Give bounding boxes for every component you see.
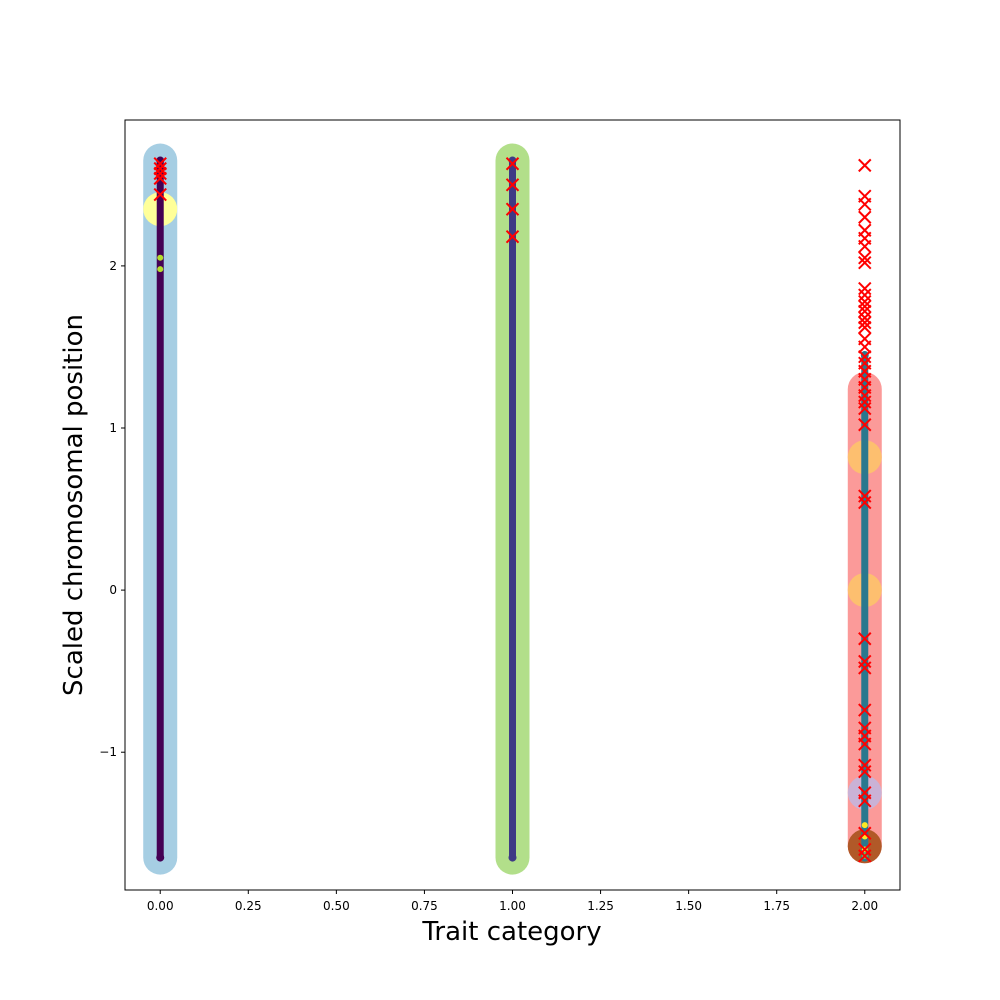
cross-marker-7 — [505, 202, 520, 216]
star-column-1-bottom — [508, 853, 517, 862]
cross-marker-11 — [858, 197, 872, 212]
cross-marker-46 — [858, 758, 872, 772]
y-tick-label-3: 2 — [109, 259, 117, 273]
cross-marker-22 — [858, 304, 872, 318]
cross-marker-8 — [505, 230, 520, 244]
cross-marker-50 — [858, 826, 872, 840]
cross-marker-1 — [153, 161, 167, 176]
cross-marker-18 — [858, 281, 872, 296]
cross-marker-19 — [858, 288, 872, 302]
x-tick-label-3: 0.75 — [411, 899, 438, 913]
cross-marker-5 — [505, 157, 520, 171]
cross-marker-52 — [858, 849, 872, 863]
cross-marker-45 — [858, 737, 872, 751]
cross-marker-2 — [153, 166, 167, 181]
cross-marker-6 — [505, 178, 520, 192]
y-axis-label: Scaled chromosomal position — [59, 314, 89, 696]
x-axis-label: Trait category — [421, 917, 601, 947]
x-tick-label-1: 0.25 — [235, 899, 262, 913]
cross-marker-24 — [858, 315, 872, 330]
star-column-2-top — [860, 351, 869, 360]
star-column-0-bottom — [156, 853, 165, 862]
cross-marker-28 — [858, 349, 872, 364]
cross-marker-34 — [858, 395, 872, 409]
cross-marker-17 — [858, 255, 872, 270]
cross-marker-20 — [858, 294, 872, 309]
cross-marker-21 — [858, 299, 872, 314]
small-dot-2 — [861, 822, 868, 829]
x-tick-label-8: 2.00 — [851, 899, 878, 913]
cross-marker-37 — [858, 489, 872, 503]
cross-marker-41 — [858, 661, 872, 675]
axis-ticks: 0.00 0.25 0.50 0.75 1.00 1.25 1.50 1.75 2.00 −1 0 1… — [99, 259, 878, 913]
cross-marker-40 — [858, 654, 872, 669]
small-dot-1 — [157, 266, 164, 273]
cross-marker-51 — [858, 842, 872, 857]
cross-marker-35 — [858, 401, 872, 416]
cross-marker-3 — [153, 171, 167, 186]
cross-marker-4 — [153, 187, 167, 202]
cross-marker-12 — [858, 210, 872, 224]
cross-marker-42 — [858, 703, 872, 717]
plot-area — [143, 143, 882, 875]
y-tick-label-1: 0 — [109, 583, 117, 597]
cross-marker-0 — [153, 157, 167, 171]
cross-marker-15 — [858, 239, 872, 254]
cross-marker-33 — [858, 388, 872, 403]
small-dot-0 — [157, 254, 164, 261]
cross-marker-36 — [858, 418, 872, 432]
cross-marker-38 — [858, 495, 872, 510]
cross-marker-49 — [858, 794, 872, 808]
y-tick-label-2: 1 — [109, 421, 117, 435]
cross-marker-27 — [858, 340, 872, 354]
cross-marker-25 — [858, 320, 872, 335]
x-tick-label-7: 1.75 — [763, 899, 790, 913]
x-tick-label-0: 0.00 — [147, 899, 174, 913]
cross-marker-39 — [858, 632, 872, 646]
cross-marker-9 — [858, 158, 872, 173]
x-tick-label-5: 1.25 — [587, 899, 614, 913]
y-tick-label-0: −1 — [99, 745, 117, 759]
x-tick-label-6: 1.50 — [675, 899, 702, 913]
cross-marker-47 — [858, 764, 872, 779]
x-tick-label-4: 1.00 — [499, 899, 526, 913]
x-tick-label-2: 0.50 — [323, 899, 350, 913]
cross-marker-16 — [858, 251, 872, 265]
cross-marker-23 — [858, 311, 872, 325]
